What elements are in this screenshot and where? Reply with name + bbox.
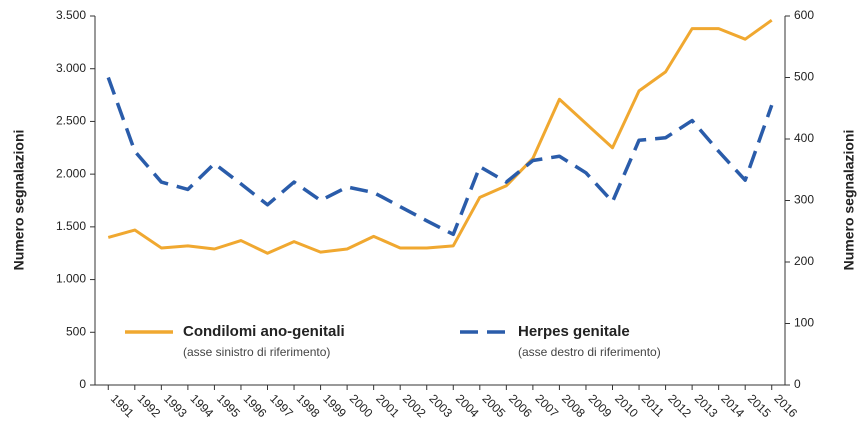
legend-note: (asse destro di riferimento): [518, 345, 661, 359]
x-tick-label: 2007: [533, 391, 562, 420]
y-tick-label: 2.500: [56, 114, 86, 128]
y2-tick-label: 500: [794, 70, 814, 84]
x-tick-label: 2005: [479, 391, 508, 420]
series-line: [106, 76, 774, 237]
x-tick-label: 2009: [586, 391, 615, 420]
y-tick-label: 1.000: [56, 272, 86, 286]
x-tick-label: 1995: [214, 391, 243, 420]
x-tick-label: 2014: [718, 391, 747, 420]
x-tick-label: 2013: [692, 391, 721, 420]
y-tick-label: 2.000: [56, 166, 86, 180]
x-tick-label: 2010: [612, 391, 641, 420]
x-tick-label: 2002: [400, 391, 429, 420]
y2-axis-label: Numero segnalazioni: [841, 130, 857, 271]
x-tick-label: 1996: [241, 391, 270, 420]
x-tick-label: 2015: [745, 391, 774, 420]
legend-note: (asse sinistro di riferimento): [183, 345, 330, 359]
y2-tick-label: 100: [794, 316, 814, 330]
x-tick-label: 2011: [639, 391, 667, 419]
y2-tick-label: 0: [794, 377, 801, 391]
x-tick-label: 2003: [426, 391, 455, 420]
x-tick-label: 1999: [320, 391, 349, 420]
x-tick-label: 1998: [294, 391, 323, 420]
x-tick-label: 2016: [771, 391, 800, 420]
x-tick-label: 1992: [134, 391, 163, 420]
y-tick-label: 500: [66, 324, 86, 338]
y2-tick-label: 400: [794, 131, 814, 145]
x-tick-label: 1994: [188, 391, 217, 420]
x-tick-label: 2001: [373, 391, 402, 420]
y2-tick-label: 300: [794, 193, 814, 207]
y2-tick-label: 600: [794, 8, 814, 22]
series-line: [107, 18, 773, 255]
x-tick-label: 2012: [665, 391, 694, 420]
legend-label: Condilomi ano-genitali: [183, 323, 345, 340]
x-tick-label: 2008: [559, 391, 588, 420]
y-axis-label: Numero segnalazioni: [11, 130, 27, 271]
y-tick-label: 1.500: [56, 219, 86, 233]
legend-label: Herpes genitale: [518, 323, 630, 340]
x-tick-label: 2000: [347, 391, 376, 420]
x-tick-label: 2004: [453, 391, 482, 420]
y-tick-label: 3.500: [56, 8, 86, 22]
y-tick-label: 0: [79, 377, 86, 391]
x-tick-label: 1997: [267, 391, 296, 420]
y2-tick-label: 200: [794, 254, 814, 268]
x-tick-label: 1991: [108, 391, 137, 420]
x-tick-label: 2006: [506, 391, 535, 420]
x-tick-label: 1993: [161, 391, 190, 420]
y-tick-label: 3.000: [56, 61, 86, 75]
